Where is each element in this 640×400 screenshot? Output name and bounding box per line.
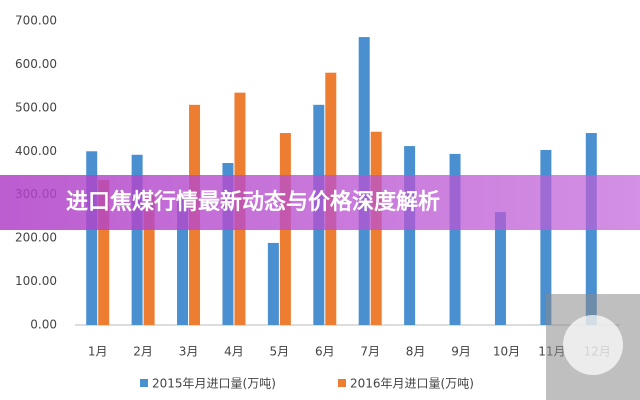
y-tick-label: 100.00 (15, 274, 57, 288)
x-tick-label: 8月 (406, 345, 426, 359)
banner (0, 175, 640, 230)
legend-label: 2016年月进口量(万吨) (350, 377, 474, 391)
bar (404, 146, 416, 325)
x-tick-label: 7月 (360, 345, 380, 359)
banner-title: 进口焦煤行情最新动态与价格深度解析 (66, 189, 440, 215)
x-tick-label: 2月 (133, 345, 153, 359)
bar (86, 151, 98, 325)
bar (131, 154, 143, 325)
x-tick-label: 10月 (493, 345, 520, 359)
y-tick-label: 700.00 (15, 14, 57, 28)
x-tick-label: 3月 (179, 345, 199, 359)
x-tick-label: 4月 (224, 345, 244, 359)
bar (494, 212, 506, 325)
y-tick-label: 600.00 (15, 57, 57, 71)
y-tick-label: 200.00 (15, 231, 57, 245)
bar (540, 149, 552, 325)
x-tick-label: 5月 (270, 345, 290, 359)
bar (222, 163, 234, 325)
x-tick-label: 1月 (88, 345, 108, 359)
legend-swatch (140, 379, 148, 387)
y-tick-label: 400.00 (15, 144, 57, 158)
bar (143, 194, 155, 325)
y-tick-label: 500.00 (15, 100, 57, 114)
legend-swatch (338, 379, 346, 387)
watermark-logo (563, 315, 623, 375)
bar (267, 242, 279, 325)
bar (449, 153, 461, 325)
x-tick-label: 6月 (315, 345, 335, 359)
legend-label: 2015年月进口量(万吨) (152, 377, 276, 391)
x-tick-label: 9月 (451, 345, 471, 359)
bar (98, 179, 110, 325)
y-tick-label: 0.00 (30, 318, 57, 332)
bar (177, 194, 189, 325)
